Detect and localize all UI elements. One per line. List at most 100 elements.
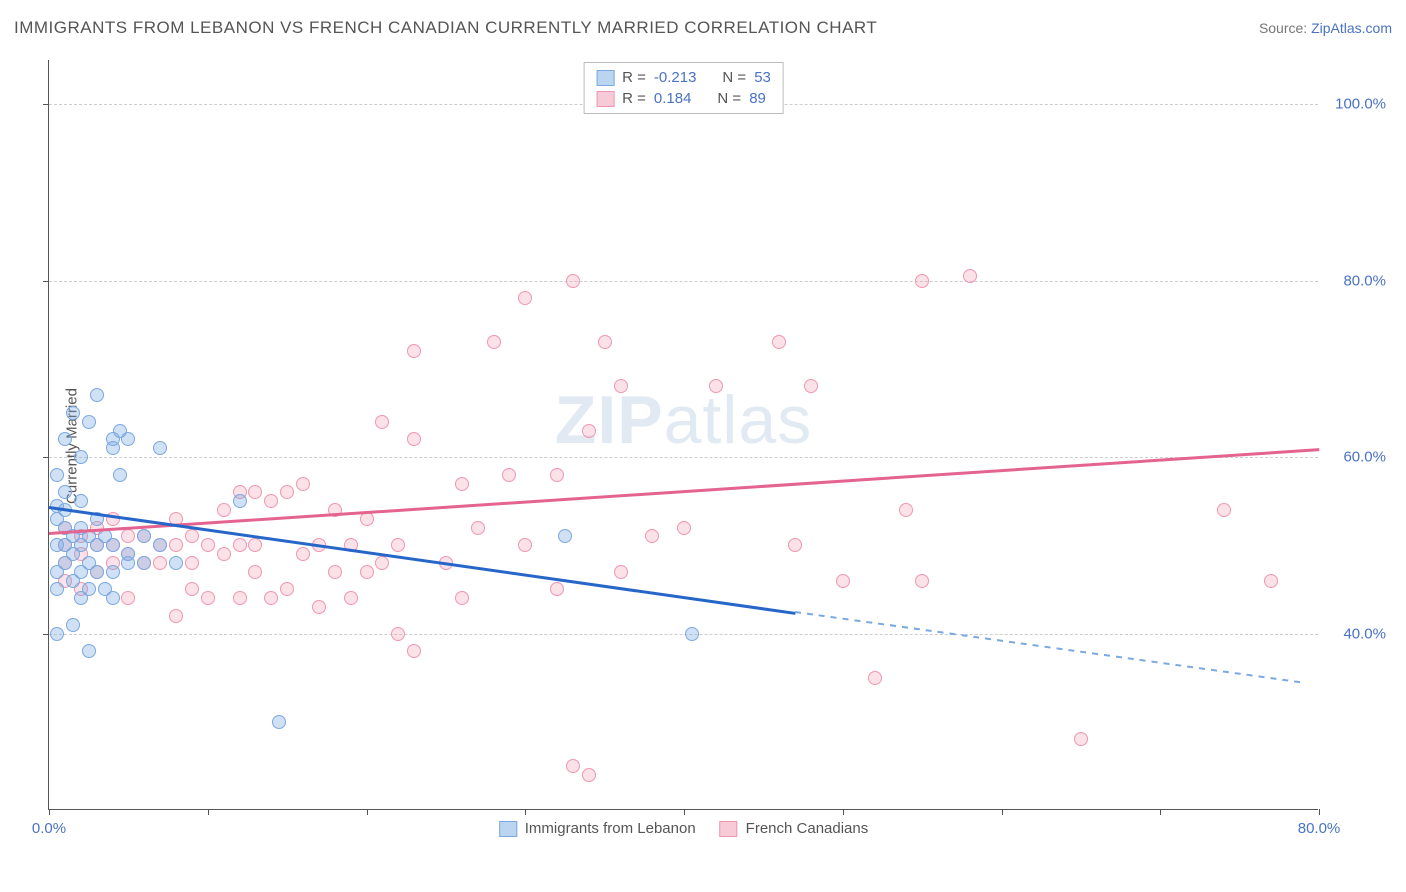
n-label: N =	[722, 69, 746, 86]
swatch-pink-icon	[596, 91, 614, 107]
data-point	[1074, 732, 1088, 746]
r-value-pink: 0.184	[654, 90, 692, 107]
data-point	[121, 556, 135, 570]
data-point	[185, 582, 199, 596]
y-tick-mark	[43, 634, 49, 635]
data-point	[788, 538, 802, 552]
data-point	[1217, 503, 1231, 517]
data-point	[90, 565, 104, 579]
x-tick-mark	[208, 809, 209, 815]
x-tick-mark	[1002, 809, 1003, 815]
x-tick-mark	[49, 809, 50, 815]
data-point	[518, 538, 532, 552]
data-point	[272, 715, 286, 729]
data-point	[296, 477, 310, 491]
x-tick-mark	[1160, 809, 1161, 815]
y-tick-mark	[43, 457, 49, 458]
data-point	[106, 565, 120, 579]
x-tick-mark	[1319, 809, 1320, 815]
y-tick-mark	[43, 104, 49, 105]
data-point	[804, 379, 818, 393]
data-point	[264, 494, 278, 508]
swatch-blue-icon	[499, 821, 517, 837]
data-point	[106, 591, 120, 605]
legend-stats-row-blue: R = -0.213 N = 53	[596, 67, 771, 88]
data-point	[153, 538, 167, 552]
x-tick-label: 0.0%	[32, 820, 66, 837]
data-point	[50, 582, 64, 596]
data-point	[233, 538, 247, 552]
data-point	[709, 379, 723, 393]
data-point	[566, 759, 580, 773]
data-point	[233, 591, 247, 605]
data-point	[66, 618, 80, 632]
data-point	[248, 485, 262, 499]
data-point	[360, 565, 374, 579]
y-tick-label: 100.0%	[1335, 96, 1386, 113]
data-point	[915, 274, 929, 288]
data-point	[296, 547, 310, 561]
x-tick-mark	[525, 809, 526, 815]
data-point	[375, 556, 389, 570]
data-point	[502, 468, 516, 482]
data-point	[66, 406, 80, 420]
data-point	[121, 591, 135, 605]
data-point	[74, 494, 88, 508]
data-point	[264, 591, 278, 605]
data-point	[407, 432, 421, 446]
y-tick-label: 60.0%	[1343, 449, 1386, 466]
data-point	[169, 538, 183, 552]
r-label: R =	[622, 90, 646, 107]
data-point	[677, 521, 691, 535]
swatch-pink-icon	[720, 821, 738, 837]
n-label: N =	[717, 90, 741, 107]
data-point	[550, 468, 564, 482]
legend-item-pink: French Canadians	[720, 820, 869, 837]
data-point	[963, 269, 977, 283]
n-value-blue: 53	[754, 69, 771, 86]
x-tick-label: 80.0%	[1298, 820, 1341, 837]
data-point	[375, 415, 389, 429]
data-point	[598, 335, 612, 349]
legend-label: French Canadians	[746, 820, 869, 837]
data-point	[280, 485, 294, 499]
data-point	[248, 565, 262, 579]
data-point	[614, 565, 628, 579]
data-point	[58, 485, 72, 499]
data-point	[407, 344, 421, 358]
data-point	[185, 529, 199, 543]
legend-stats-row-pink: R = 0.184 N = 89	[596, 88, 771, 109]
data-point	[899, 503, 913, 517]
data-point	[201, 591, 215, 605]
data-point	[82, 415, 96, 429]
data-point	[185, 556, 199, 570]
data-point	[50, 468, 64, 482]
data-point	[868, 671, 882, 685]
swatch-blue-icon	[596, 70, 614, 86]
legend-series: Immigrants from Lebanon French Canadians	[499, 820, 869, 837]
data-point	[344, 591, 358, 605]
data-point	[233, 494, 247, 508]
source-link[interactable]: ZipAtlas.com	[1311, 20, 1392, 36]
y-tick-label: 40.0%	[1343, 625, 1386, 642]
data-point	[391, 627, 405, 641]
data-point	[58, 432, 72, 446]
source-attribution: Source: ZipAtlas.com	[1259, 20, 1392, 36]
data-point	[106, 441, 120, 455]
data-point	[614, 379, 628, 393]
x-tick-mark	[843, 809, 844, 815]
data-point	[137, 556, 151, 570]
data-point	[153, 556, 167, 570]
data-point	[121, 529, 135, 543]
data-point	[915, 574, 929, 588]
gridline-horizontal	[49, 281, 1318, 282]
chart-title: IMMIGRANTS FROM LEBANON VS FRENCH CANADI…	[14, 18, 877, 38]
chart-container: ZIPatlas R = -0.213 N = 53 R = 0.184 N =…	[48, 60, 1318, 810]
data-point	[169, 609, 183, 623]
data-point	[50, 627, 64, 641]
data-point	[137, 529, 151, 543]
data-point	[836, 574, 850, 588]
chart-header: IMMIGRANTS FROM LEBANON VS FRENCH CANADI…	[14, 18, 1392, 38]
n-value-pink: 89	[749, 90, 766, 107]
legend-stats-box: R = -0.213 N = 53 R = 0.184 N = 89	[583, 62, 784, 114]
